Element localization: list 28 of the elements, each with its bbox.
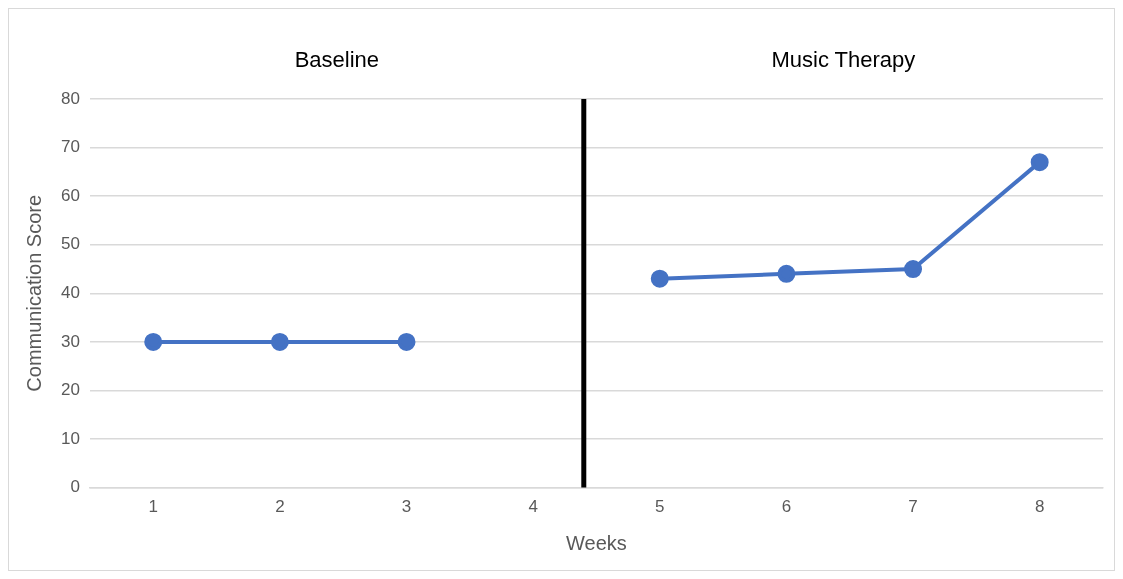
- y-tick-label: 30: [60, 331, 80, 351]
- y-tick-label: 80: [60, 88, 80, 108]
- point: [904, 260, 923, 279]
- x-tick-label: 2: [275, 497, 285, 517]
- x-tick-label: 8: [1034, 497, 1045, 517]
- point: [650, 269, 669, 288]
- point: [777, 264, 796, 283]
- point: [270, 332, 289, 351]
- x-tick-label: 3: [401, 497, 412, 517]
- x-tick-label: 6: [781, 497, 792, 517]
- y-axis-title: Communication Score: [22, 194, 45, 392]
- x-axis-title: Weeks: [566, 531, 627, 554]
- point: [1030, 153, 1049, 172]
- y-tick-label: 40: [60, 282, 80, 302]
- x-tick-label: 7: [908, 497, 918, 517]
- x-tick-label: 4: [528, 497, 538, 517]
- y-tick-label: 70: [60, 137, 80, 157]
- y-tick-label: 0: [70, 477, 80, 497]
- y-tick-label: 10: [60, 428, 80, 448]
- y-tick-label: 20: [60, 380, 80, 400]
- point: [397, 332, 416, 351]
- x-tick-label: 5: [655, 497, 665, 517]
- y-tick-label: 60: [60, 185, 80, 205]
- text: Baseline: [294, 47, 380, 73]
- point: [144, 332, 163, 351]
- y-tick-label: 50: [60, 234, 80, 254]
- x-tick-label: 1: [148, 497, 158, 517]
- text: Music Therapy: [771, 47, 916, 73]
